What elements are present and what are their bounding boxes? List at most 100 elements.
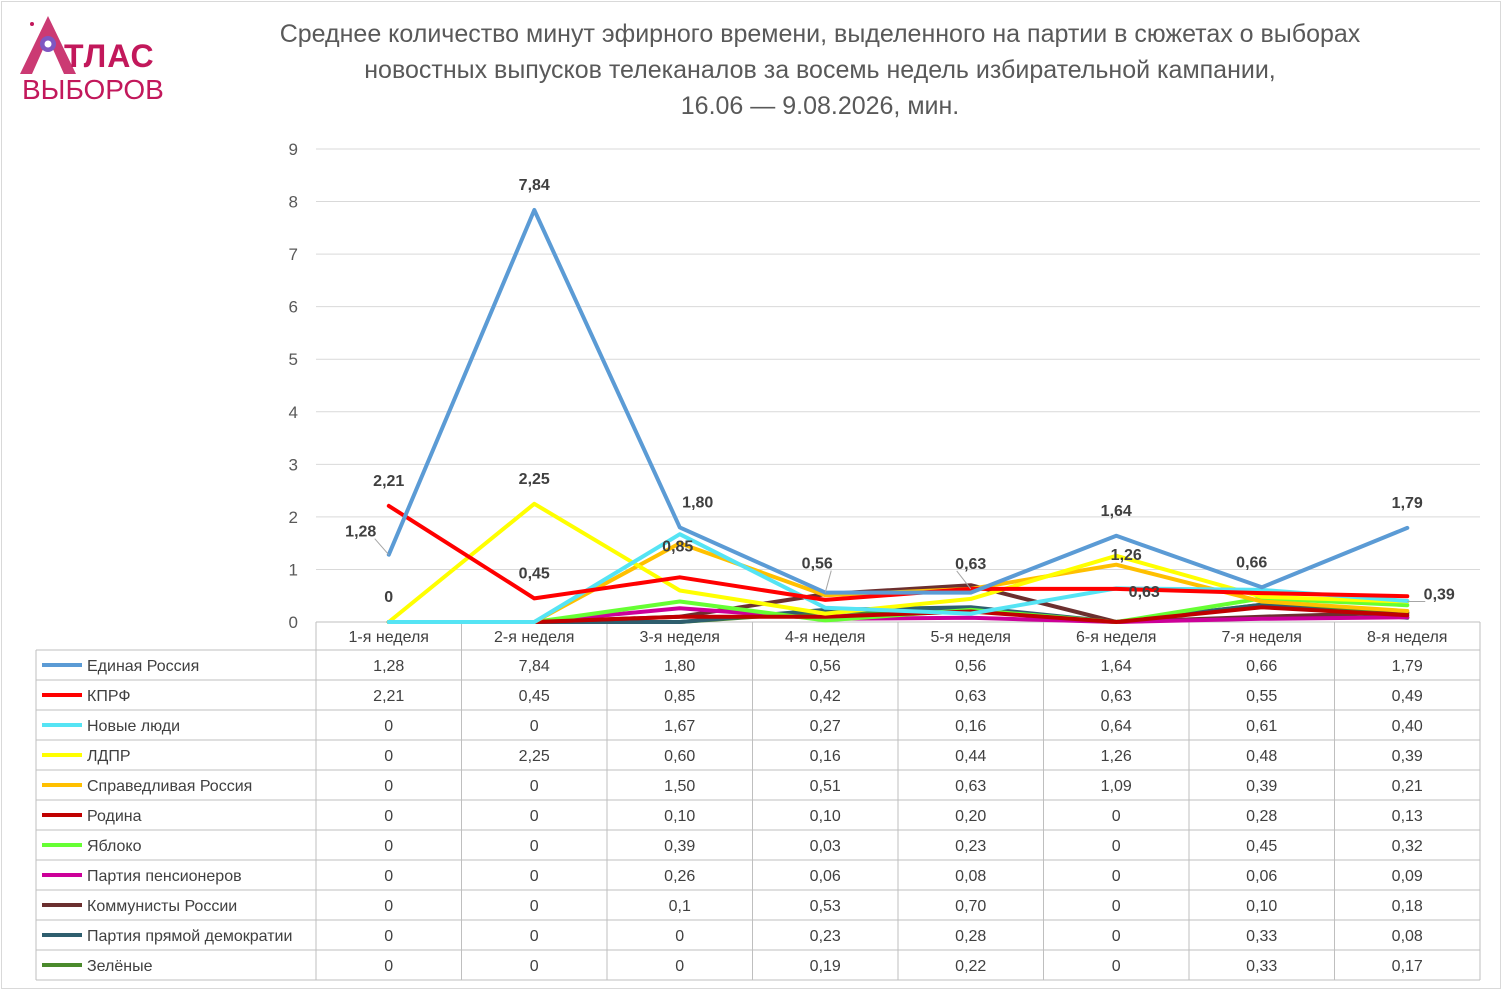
table-cell: 0,19 bbox=[810, 958, 841, 975]
table-cell: 0,53 bbox=[810, 898, 841, 915]
series-name: КПРФ bbox=[87, 688, 130, 705]
table-cell: 0,40 bbox=[1392, 718, 1423, 735]
table-cell: 1,28 bbox=[373, 658, 404, 675]
table-cell: 0 bbox=[384, 928, 393, 945]
table-cell: 0,45 bbox=[519, 688, 550, 705]
y-tick-label: 9 bbox=[289, 140, 298, 159]
y-tick-label: 5 bbox=[289, 350, 298, 369]
table-cell: 0,16 bbox=[810, 748, 841, 765]
atlas-logo: ТЛАС ВЫБОРОВ bbox=[18, 14, 168, 104]
table-cell: 0,10 bbox=[1246, 898, 1277, 915]
table-cell: 0 bbox=[530, 808, 539, 825]
leader-line bbox=[374, 538, 390, 556]
table-cell: 0 bbox=[675, 928, 684, 945]
table-cell: 0,33 bbox=[1246, 958, 1277, 975]
table-cell: 0,23 bbox=[955, 838, 986, 855]
table-cell: 0 bbox=[675, 958, 684, 975]
table-cell: 1,67 bbox=[664, 718, 695, 735]
table-cell: 0,70 bbox=[955, 898, 986, 915]
series-name: Партия прямой демократии bbox=[87, 928, 292, 945]
table-cell: 0,60 bbox=[664, 748, 695, 765]
series-name: Справедливая Россия bbox=[87, 778, 252, 795]
title-line-1: Среднее количество минут эфирного времен… bbox=[279, 20, 1361, 48]
table-cell: 0 bbox=[384, 868, 393, 885]
logo-mark bbox=[20, 16, 76, 74]
x-tick-label: 7-я неделя bbox=[1222, 629, 1302, 646]
data-label: 7,84 bbox=[519, 177, 550, 194]
data-label: 1,64 bbox=[1101, 503, 1132, 520]
series-name: Партия пенсионеров bbox=[87, 868, 242, 885]
table-cell: 0,39 bbox=[1246, 778, 1277, 795]
y-tick-label: 2 bbox=[289, 508, 298, 527]
table-cell: 0,63 bbox=[955, 778, 986, 795]
series-name: Зелёные bbox=[87, 958, 153, 975]
series-name: Коммунисты России bbox=[87, 898, 237, 915]
y-tick-label: 8 bbox=[289, 193, 298, 212]
data-label: 0,63 bbox=[955, 556, 986, 573]
table-cell: 0,44 bbox=[955, 748, 986, 765]
x-tick-label: 5-я неделя bbox=[931, 629, 1011, 646]
table-cell: 0 bbox=[530, 718, 539, 735]
table-cell: 0,27 bbox=[810, 718, 841, 735]
table-cell: 0 bbox=[384, 718, 393, 735]
series-line bbox=[386, 605, 1410, 624]
table-cell: 0,03 bbox=[810, 838, 841, 855]
table-cell: 0,51 bbox=[810, 778, 841, 795]
data-label: 0,56 bbox=[802, 556, 833, 573]
data-label: 0,85 bbox=[662, 538, 693, 555]
data-label: 0,45 bbox=[519, 565, 550, 582]
series-line bbox=[386, 532, 1410, 624]
table-cell: 0 bbox=[384, 958, 393, 975]
logo-line2: ВЫБОРОВ bbox=[22, 74, 164, 105]
table-cell: 0 bbox=[530, 958, 539, 975]
series-name: Яблоко bbox=[87, 838, 142, 855]
series-name: Новые люди bbox=[87, 718, 180, 735]
table-cell: 0,18 bbox=[1392, 898, 1423, 915]
table-cell: 0,49 bbox=[1392, 688, 1423, 705]
title-line-3: 16.06 — 9.08.2026, мин. bbox=[680, 92, 960, 120]
table-cell: 0,64 bbox=[1101, 718, 1132, 735]
leader-line bbox=[824, 570, 832, 593]
title-line-2: новостных выпусков телеканалов за восемь… bbox=[364, 56, 1276, 84]
table-cell: 0,39 bbox=[664, 838, 695, 855]
table-cell: 0,61 bbox=[1246, 718, 1277, 735]
table-cell: 0,63 bbox=[1101, 688, 1132, 705]
table-cell: 0,56 bbox=[955, 658, 986, 675]
table-cell: 0,09 bbox=[1392, 868, 1423, 885]
table-cell: 0,23 bbox=[810, 928, 841, 945]
table-cell: 0 bbox=[384, 748, 393, 765]
data-label: 1,80 bbox=[682, 494, 713, 511]
data-label: 0,39 bbox=[1424, 587, 1455, 604]
data-label: 1,79 bbox=[1392, 495, 1423, 512]
table-cell: 0 bbox=[1112, 928, 1121, 945]
table-cell: 0,32 bbox=[1392, 838, 1423, 855]
table-cell: 0,33 bbox=[1246, 928, 1277, 945]
table-cell: 0,08 bbox=[955, 868, 986, 885]
table-cell: 0,55 bbox=[1246, 688, 1277, 705]
table-cell: 0,48 bbox=[1246, 748, 1277, 765]
data-label: 2,25 bbox=[519, 471, 550, 488]
table-cell: 0,06 bbox=[1246, 868, 1277, 885]
table-cell: 1,09 bbox=[1101, 778, 1132, 795]
table-cell: 0,39 bbox=[1392, 748, 1423, 765]
table-cell: 0 bbox=[384, 838, 393, 855]
x-tick-label: 3-я неделя bbox=[640, 629, 720, 646]
table-cell: 2,21 bbox=[373, 688, 404, 705]
table-cell: 0 bbox=[384, 898, 393, 915]
series-name: Единая Россия bbox=[87, 658, 199, 675]
table-cell: 0,17 bbox=[1392, 958, 1423, 975]
table-cell: 0,10 bbox=[664, 808, 695, 825]
table-cell: 0,22 bbox=[955, 958, 986, 975]
table-cell: 0 bbox=[384, 808, 393, 825]
table-cell: 0,28 bbox=[1246, 808, 1277, 825]
table-cell: 0 bbox=[1112, 868, 1121, 885]
table-cell: 2,25 bbox=[519, 748, 550, 765]
table-cell: 1,26 bbox=[1101, 748, 1132, 765]
table-cell: 0,08 bbox=[1392, 928, 1423, 945]
x-tick-label: 2-я неделя bbox=[494, 629, 574, 646]
x-tick-label: 8-я неделя bbox=[1367, 629, 1447, 646]
series-name: ЛДПР bbox=[87, 748, 131, 765]
y-tick-label: 1 bbox=[289, 560, 298, 579]
y-tick-label: 3 bbox=[289, 455, 298, 474]
